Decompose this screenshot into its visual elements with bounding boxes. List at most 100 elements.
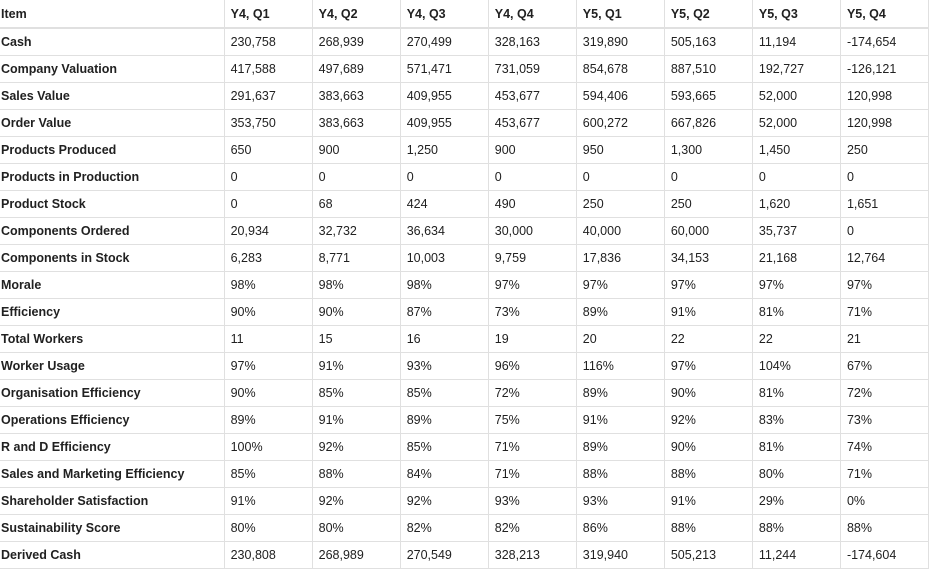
table-cell: 328,163 bbox=[487, 28, 577, 56]
table-row: Morale 98% 98% 98% 97% 97% 97% 97% 97% bbox=[0, 271, 930, 299]
table-cell: 1,450 bbox=[751, 136, 841, 164]
row-label: Derived Cash bbox=[0, 541, 225, 569]
table-cell: 97% bbox=[575, 271, 665, 299]
table-cell: -174,654 bbox=[839, 28, 930, 56]
table-cell: 16 bbox=[399, 325, 489, 353]
table-cell: 90% bbox=[223, 379, 313, 407]
table-cell: 93% bbox=[487, 487, 577, 515]
table-cell: 8,771 bbox=[311, 244, 401, 272]
column-header-y5-q1[interactable]: Y5, Q1 bbox=[575, 0, 665, 29]
table-cell: 353,750 bbox=[223, 109, 313, 137]
table-cell: 11,244 bbox=[751, 541, 841, 569]
table-cell: 90% bbox=[663, 379, 753, 407]
column-header-y4-q1[interactable]: Y4, Q1 bbox=[223, 0, 313, 29]
table-cell: 35,737 bbox=[751, 217, 841, 245]
table-cell: 81% bbox=[751, 433, 841, 461]
table-cell: 96% bbox=[487, 352, 577, 380]
table-cell: 97% bbox=[839, 271, 930, 299]
table-cell: 97% bbox=[663, 271, 753, 299]
table-cell: 98% bbox=[399, 271, 489, 299]
table-cell: 731,059 bbox=[487, 55, 577, 83]
table-cell: 0 bbox=[487, 163, 577, 191]
table-cell: 594,406 bbox=[575, 82, 665, 110]
column-header-y4-q2[interactable]: Y4, Q2 bbox=[311, 0, 401, 29]
table-row: Order Value 353,750 383,663 409,955 453,677 6… bbox=[0, 109, 930, 137]
table-cell: -126,121 bbox=[839, 55, 930, 83]
table-cell: 98% bbox=[311, 271, 401, 299]
row-label: Product Stock bbox=[0, 190, 225, 218]
table-cell: 854,678 bbox=[575, 55, 665, 83]
table-cell: 887,510 bbox=[663, 55, 753, 83]
table-cell: 0 bbox=[575, 163, 665, 191]
table-cell: 85% bbox=[223, 460, 313, 488]
table-cell: 32,732 bbox=[311, 217, 401, 245]
table-cell: 505,213 bbox=[663, 541, 753, 569]
table-cell: 0 bbox=[663, 163, 753, 191]
table-cell: 89% bbox=[223, 406, 313, 434]
row-label: Sales Value bbox=[0, 82, 225, 110]
table-cell: 91% bbox=[575, 406, 665, 434]
table-row: Components Ordered 20,934 32,732 36,634 30,0… bbox=[0, 217, 930, 245]
table-cell: 383,663 bbox=[311, 109, 401, 137]
table-cell: 73% bbox=[487, 298, 577, 326]
table-cell: 20,934 bbox=[223, 217, 313, 245]
table-cell: 36,634 bbox=[399, 217, 489, 245]
table-cell: 52,000 bbox=[751, 82, 841, 110]
table-cell: 1,250 bbox=[399, 136, 489, 164]
table-cell: 0 bbox=[839, 163, 930, 191]
table-cell: 98% bbox=[223, 271, 313, 299]
table-cell: 19 bbox=[487, 325, 577, 353]
row-label: Operations Efficiency bbox=[0, 406, 225, 434]
table-cell: 72% bbox=[487, 379, 577, 407]
row-label: Morale bbox=[0, 271, 225, 299]
table-cell: 88% bbox=[839, 514, 930, 542]
table-cell: 71% bbox=[487, 460, 577, 488]
table-cell: 250 bbox=[663, 190, 753, 218]
table-cell: 17,836 bbox=[575, 244, 665, 272]
table-cell: 950 bbox=[575, 136, 665, 164]
column-header-y5-q2[interactable]: Y5, Q2 bbox=[663, 0, 753, 29]
table-cell: 22 bbox=[751, 325, 841, 353]
table-cell: 1,651 bbox=[839, 190, 930, 218]
table-row: Sales Value 291,637 383,663 409,955 453,677 5… bbox=[0, 82, 930, 110]
table-cell: 71% bbox=[487, 433, 577, 461]
table-cell: 88% bbox=[663, 514, 753, 542]
table-cell: 84% bbox=[399, 460, 489, 488]
row-label: Efficiency bbox=[0, 298, 225, 326]
table-cell: 40,000 bbox=[575, 217, 665, 245]
table-cell: 270,499 bbox=[399, 28, 489, 56]
table-cell: 92% bbox=[311, 433, 401, 461]
table-cell: 116% bbox=[575, 352, 665, 380]
column-header-y4-q4[interactable]: Y4, Q4 bbox=[487, 0, 577, 29]
table-cell: 291,637 bbox=[223, 82, 313, 110]
table-cell: 88% bbox=[663, 460, 753, 488]
row-label: Sustainability Score bbox=[0, 514, 225, 542]
table-cell: 91% bbox=[663, 487, 753, 515]
table-cell: 0 bbox=[223, 163, 313, 191]
table-cell: 60,000 bbox=[663, 217, 753, 245]
table-row: Products in Production 0 0 0 0 0 0 0 0 bbox=[0, 163, 930, 191]
table-body: Cash 230,758 268,939 270,499 328,163 319,890 5… bbox=[0, 28, 930, 569]
table-row: Total Workers 11 15 16 19 20 22 22 21 bbox=[0, 325, 930, 353]
column-header-y4-q3[interactable]: Y4, Q3 bbox=[399, 0, 489, 29]
column-header-y5-q4[interactable]: Y5, Q4 bbox=[839, 0, 930, 29]
table-row: Sustainability Score 80% 80% 82% 82% 86% 88% 88… bbox=[0, 514, 930, 542]
table-cell: 120,998 bbox=[839, 109, 930, 137]
table-cell: 9,759 bbox=[487, 244, 577, 272]
table-cell: 319,940 bbox=[575, 541, 665, 569]
table-cell: 74% bbox=[839, 433, 930, 461]
column-header-item[interactable]: Item bbox=[0, 0, 225, 29]
table-cell: 91% bbox=[223, 487, 313, 515]
table-cell: 1,620 bbox=[751, 190, 841, 218]
table-cell: 97% bbox=[223, 352, 313, 380]
table-cell: 80% bbox=[751, 460, 841, 488]
table-cell: 97% bbox=[663, 352, 753, 380]
table-cell: 92% bbox=[311, 487, 401, 515]
column-header-y5-q3[interactable]: Y5, Q3 bbox=[751, 0, 841, 29]
table-row: Product Stock 0 68 424 490 250 250 1,620 1,651 bbox=[0, 190, 930, 218]
table-cell: 120,998 bbox=[839, 82, 930, 110]
table-cell: 85% bbox=[399, 379, 489, 407]
table-row: Products Produced 650 900 1,250 900 950 1,300 1… bbox=[0, 136, 930, 164]
table-row: Organisation Efficiency 90% 85% 85% 72% 89% 90… bbox=[0, 379, 930, 407]
